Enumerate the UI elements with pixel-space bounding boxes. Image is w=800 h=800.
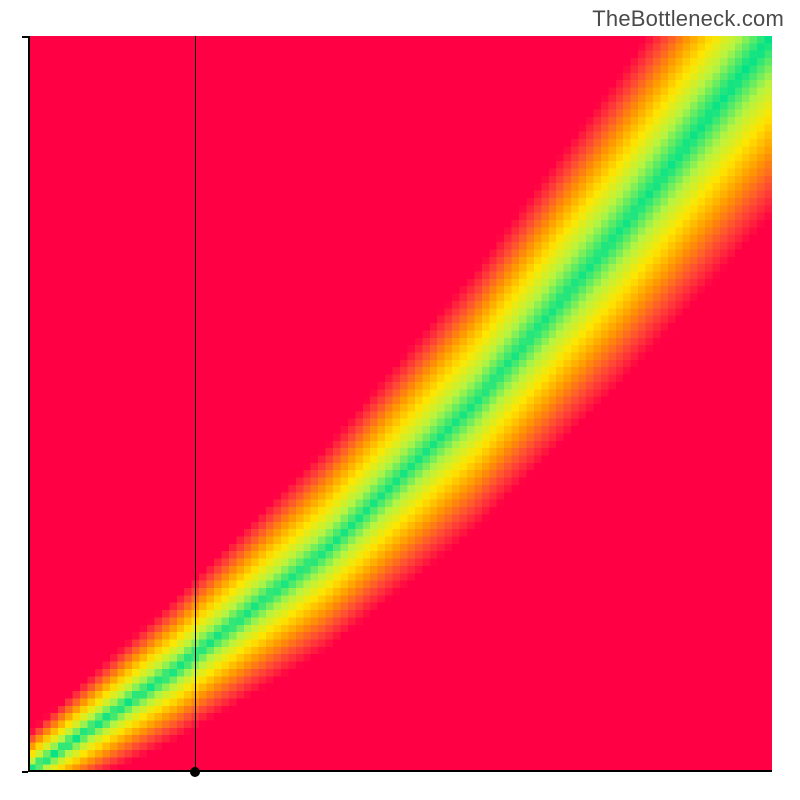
bottleneck-heatmap — [28, 36, 772, 772]
y-axis-tick-bottom — [22, 771, 28, 773]
plot-area — [28, 36, 772, 772]
y-axis-tick-top — [22, 36, 28, 38]
y-axis-line — [28, 36, 30, 772]
marker-dot — [190, 767, 200, 777]
x-axis-line — [28, 770, 772, 772]
marker-vertical-line — [195, 36, 196, 772]
watermark-text: TheBottleneck.com — [592, 6, 784, 32]
